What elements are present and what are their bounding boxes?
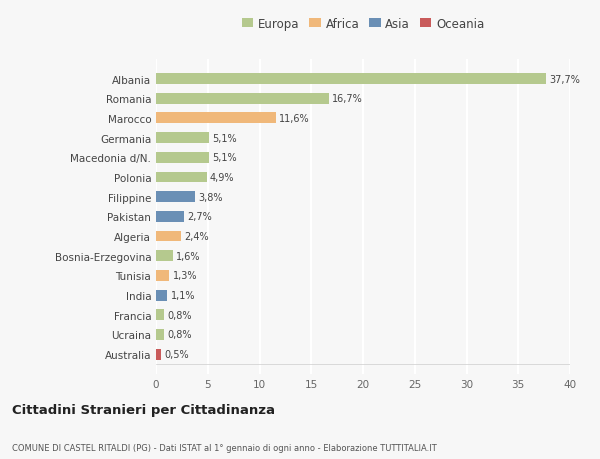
- Text: 0,8%: 0,8%: [167, 330, 192, 340]
- Text: 1,6%: 1,6%: [176, 251, 200, 261]
- Text: 1,1%: 1,1%: [170, 291, 195, 301]
- Text: 2,7%: 2,7%: [187, 212, 212, 222]
- Bar: [156, 349, 161, 360]
- Bar: [156, 270, 169, 281]
- Bar: [156, 172, 207, 183]
- Bar: [156, 74, 546, 85]
- Bar: [156, 113, 276, 124]
- Text: Cittadini Stranieri per Cittadinanza: Cittadini Stranieri per Cittadinanza: [12, 403, 275, 416]
- Text: 0,8%: 0,8%: [167, 310, 192, 320]
- Text: 0,5%: 0,5%: [164, 349, 189, 359]
- Text: 11,6%: 11,6%: [279, 114, 310, 123]
- Text: 16,7%: 16,7%: [332, 94, 363, 104]
- Text: 4,9%: 4,9%: [210, 173, 235, 183]
- Text: 37,7%: 37,7%: [550, 74, 580, 84]
- Bar: [156, 94, 329, 104]
- Text: COMUNE DI CASTEL RITALDI (PG) - Dati ISTAT al 1° gennaio di ogni anno - Elaboraz: COMUNE DI CASTEL RITALDI (PG) - Dati IST…: [12, 443, 437, 452]
- Bar: [156, 231, 181, 242]
- Bar: [156, 310, 164, 320]
- Bar: [156, 330, 164, 340]
- Bar: [156, 290, 167, 301]
- Text: 5,1%: 5,1%: [212, 133, 236, 143]
- Legend: Europa, Africa, Asia, Oceania: Europa, Africa, Asia, Oceania: [239, 15, 487, 33]
- Bar: [156, 192, 196, 202]
- Bar: [156, 133, 209, 144]
- Bar: [156, 251, 173, 262]
- Text: 3,8%: 3,8%: [199, 192, 223, 202]
- Text: 5,1%: 5,1%: [212, 153, 236, 163]
- Bar: [156, 212, 184, 222]
- Text: 2,4%: 2,4%: [184, 231, 209, 241]
- Bar: [156, 152, 209, 163]
- Text: 1,3%: 1,3%: [173, 271, 197, 281]
